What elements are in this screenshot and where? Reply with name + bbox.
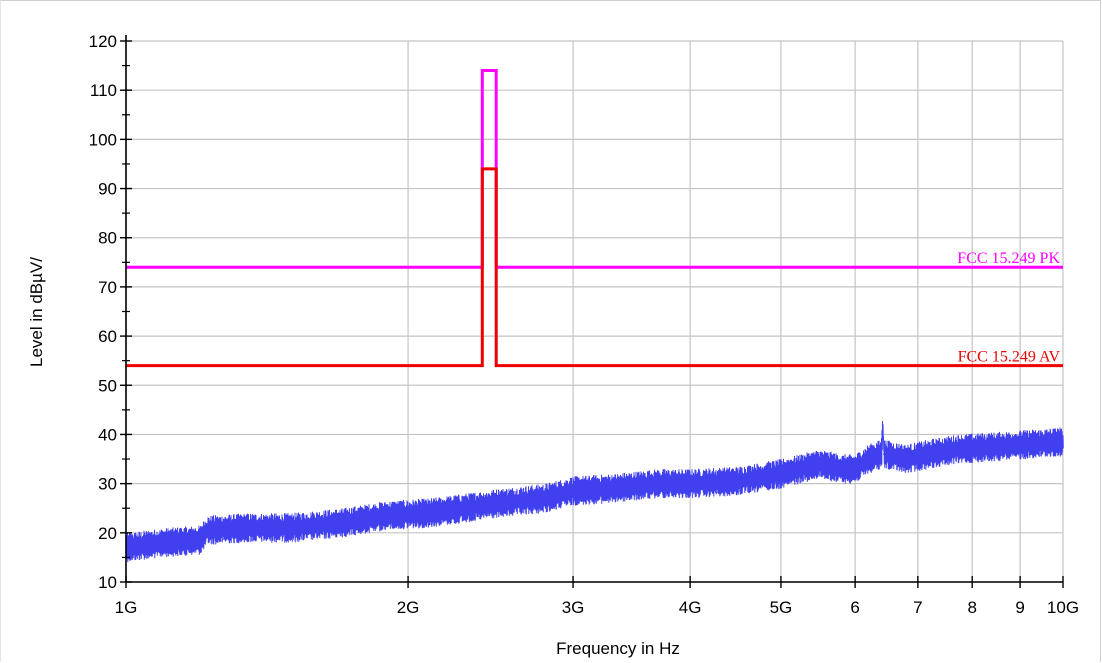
measurement-point (611, 487, 613, 490)
x-tick-label: 7 (913, 598, 922, 617)
measurement-point (867, 458, 870, 460)
y-tick-label: 40 (98, 425, 117, 444)
measurement-point (206, 529, 208, 532)
x-tick-label: 5G (770, 598, 793, 617)
measurement-point (780, 473, 782, 475)
measurement-point (657, 482, 660, 485)
measurement-point (928, 453, 931, 455)
x-tick-label: 1G (115, 598, 138, 617)
measurement-point (1028, 443, 1030, 446)
axes (120, 35, 1064, 588)
x-tick-label: 2G (397, 598, 420, 617)
measurement-point (818, 463, 821, 465)
measurement-point (427, 512, 429, 514)
measurement-point (572, 490, 574, 492)
y-axis-title: Level in dBµV/ (27, 257, 46, 367)
measurement-point (840, 468, 843, 470)
measurement-point (854, 468, 856, 470)
measurement-point (247, 527, 249, 529)
measurement-point (883, 453, 885, 455)
limit-line-label: FCC 15.249 AV (958, 349, 1061, 366)
measurement-point (881, 423, 884, 426)
measurement-point (386, 514, 389, 517)
limit-line-0 (126, 69, 1063, 269)
measurement-point (341, 522, 343, 524)
measurement-point (737, 480, 739, 483)
limit-line-1 (126, 167, 1063, 368)
x-tick-label: 6 (850, 598, 859, 617)
measurement-point (1062, 441, 1064, 443)
y-tick-label: 110 (90, 81, 117, 100)
y-tick-label: 30 (98, 475, 117, 494)
measurement-point (905, 458, 907, 460)
measurement-trace (125, 420, 1064, 563)
x-tick-label: 10G (1047, 598, 1079, 617)
y-tick-label: 100 (89, 130, 117, 149)
y-tick-label: 10 (98, 573, 117, 592)
tick-labels: 1G 2G 3G 4G 5G 6 7 8 9 10G 10 20 30 40 50 60 70 80 90 100 11… (89, 32, 1079, 617)
measurement-point (996, 446, 998, 448)
y-tick-label: 70 (98, 278, 117, 297)
y-tick-label: 60 (98, 327, 117, 346)
y-tick-label: 20 (98, 524, 117, 543)
x-tick-label: 3G (562, 598, 585, 617)
y-tick-label: 120 (89, 32, 117, 51)
y-tick-label: 90 (98, 180, 117, 199)
x-tick-label: 4G (679, 598, 702, 617)
x-tick-label: 8 (967, 598, 976, 617)
measurement-point (199, 539, 201, 541)
y-tick-label: 80 (98, 229, 117, 248)
series-group: FCC 15.249 PK FCC 15.249 AV (125, 69, 1064, 563)
measurement-point (498, 502, 500, 505)
measurement-point (955, 448, 958, 451)
y-tick-label: 50 (98, 376, 117, 395)
measurement-point (164, 541, 166, 544)
measurement-point (544, 497, 546, 500)
measurement-point (464, 507, 466, 510)
x-tick-label: 9 (1015, 598, 1024, 617)
limit-line-label: FCC 15.249 PK (957, 250, 1060, 267)
measurement-point (880, 453, 883, 455)
x-axis-title: Frequency in Hz (556, 639, 680, 658)
measurement-point (689, 482, 691, 485)
measurement-point (290, 527, 292, 529)
